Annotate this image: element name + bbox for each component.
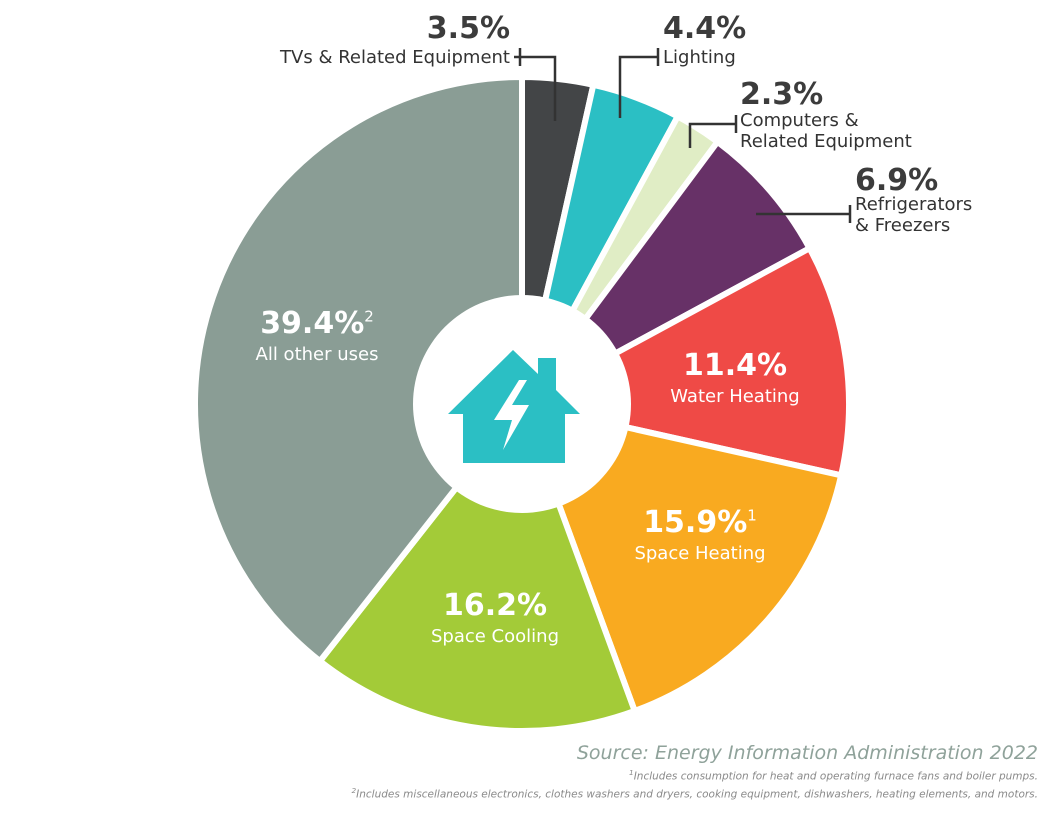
- name-label-space-heating: Space Heating: [634, 543, 765, 564]
- name-label-water-heating: Water Heating: [670, 386, 799, 407]
- pct-label-refrigerators-and-freezers: 6.9%: [855, 163, 938, 198]
- name-label-tvs-and-related-equipment: TVs & Related Equipment: [279, 47, 510, 68]
- leader-tvs-and-related-equipment: [514, 55, 557, 121]
- leader-lighting: [618, 55, 658, 118]
- footnote-2: 2Includes miscellaneous electronics, clo…: [351, 786, 1038, 801]
- pct-label-space-cooling: 16.2%: [443, 588, 547, 623]
- pct-label-all-other-uses: 39.4%2: [260, 306, 374, 341]
- name-label-all-other-uses: All other uses: [256, 344, 379, 365]
- name-label-refrigerators-and-freezers-0: Refrigerators: [855, 194, 972, 215]
- name-label-space-cooling: Space Cooling: [431, 626, 559, 647]
- name-label-computers-and-related-equipment-1: Related Equipment: [740, 131, 912, 152]
- slice-all-other-uses: [192, 74, 525, 665]
- leader-computers-and-related-equipment: [688, 122, 736, 148]
- pct-label-water-heating: 11.4%: [683, 348, 787, 383]
- slice-space-heating: [519, 401, 845, 714]
- source-text: Source: Energy Information Administratio…: [576, 742, 1038, 764]
- pct-label-space-heating: 15.9%1: [643, 505, 757, 540]
- pct-label-computers-and-related-equipment: 2.3%: [740, 77, 823, 112]
- pct-label-lighting: 4.4%: [663, 11, 746, 46]
- house-lightning-icon: [448, 350, 580, 463]
- pct-label-tvs-and-related-equipment: 3.5%: [427, 11, 510, 46]
- slice-space-cooling: [316, 401, 638, 734]
- footnote-1: 1Includes consumption for heat and opera…: [629, 768, 1038, 783]
- name-label-lighting: Lighting: [663, 47, 736, 68]
- leader-lines: [514, 48, 852, 223]
- name-label-refrigerators-and-freezers-1: & Freezers: [855, 215, 950, 236]
- name-label-computers-and-related-equipment-0: Computers &: [740, 110, 859, 131]
- slice-labels: 3.5%TVs & Related Equipment 4.4%Lighting2…: [256, 11, 973, 647]
